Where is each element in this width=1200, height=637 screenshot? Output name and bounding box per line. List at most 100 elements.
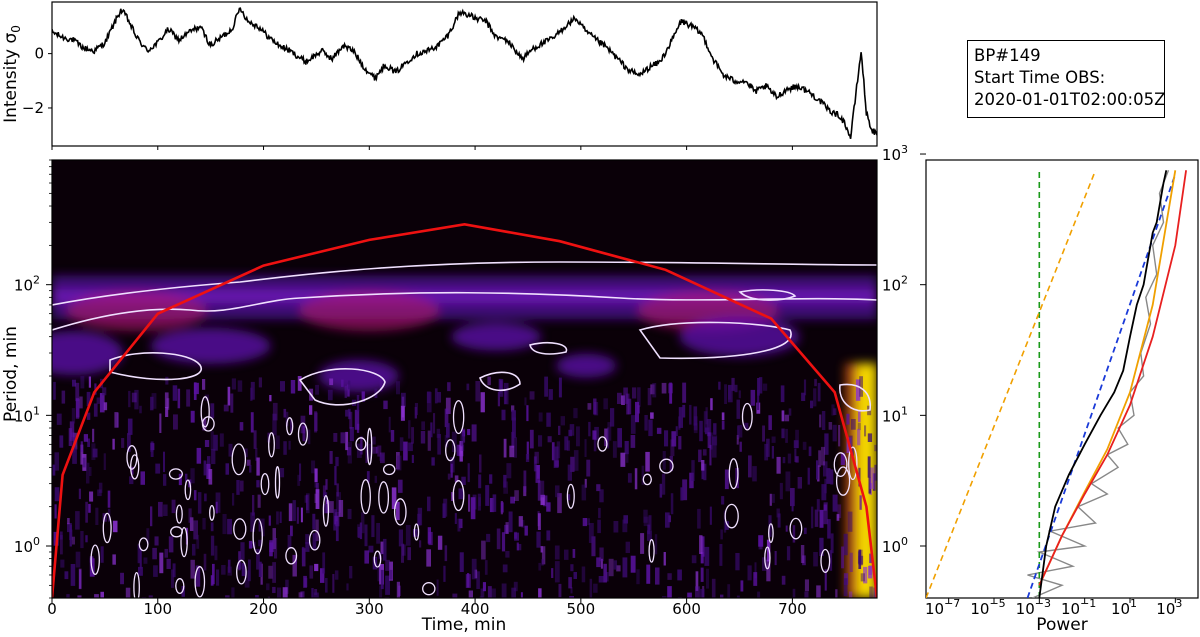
speckle: [476, 571, 480, 589]
significance-contour: [268, 432, 275, 458]
speckle: [821, 446, 825, 466]
speckle: [699, 535, 703, 554]
speckle: [269, 395, 272, 402]
speckle: [100, 393, 104, 413]
speckle: [523, 470, 527, 493]
speckle: [87, 438, 90, 447]
speckle: [241, 563, 246, 577]
speckle: [320, 568, 325, 583]
speckle: [693, 423, 698, 434]
speckle: [338, 500, 344, 517]
speckle: [94, 594, 99, 598]
cone-of-influence-line: [52, 222, 877, 598]
significance-contour: [194, 566, 206, 598]
speckle: [225, 463, 229, 475]
speckle: [86, 391, 91, 406]
speckle: [382, 538, 387, 561]
speckle: [225, 595, 230, 598]
speckle: [52, 464, 56, 476]
speckle: [277, 587, 282, 598]
speckle: [524, 525, 528, 536]
speckle: [228, 443, 233, 457]
speckle: [127, 418, 133, 435]
speckle: [427, 430, 431, 451]
speckle: [66, 594, 70, 598]
speckle: [315, 489, 320, 509]
speckle: [588, 523, 594, 543]
speckle: [535, 465, 540, 483]
speckle: [480, 588, 485, 598]
speckle: [792, 588, 796, 598]
speckle: [208, 469, 213, 485]
speckle: [569, 424, 575, 436]
speckle: [566, 440, 570, 451]
speckle: [114, 412, 119, 428]
speckle: [85, 501, 88, 523]
speckle: [297, 474, 301, 486]
speckle: [257, 494, 261, 508]
speckle: [396, 452, 400, 470]
speckle: [780, 385, 785, 403]
speckle: [112, 438, 115, 450]
speckle: [791, 496, 794, 512]
significance-contour: [180, 526, 188, 558]
speckle: [189, 517, 194, 531]
speckle: [669, 456, 673, 472]
speckle: [525, 454, 530, 462]
speckle: [570, 587, 573, 594]
speckle: [459, 552, 464, 572]
speckle: [709, 506, 712, 525]
speckle: [165, 407, 169, 417]
speckle: [486, 533, 491, 543]
speckle: [734, 384, 738, 393]
speckle: [554, 561, 560, 583]
speckle: [678, 407, 683, 428]
wavelet-ylabel: Period, min: [1, 326, 21, 422]
significance-contour: [252, 518, 263, 555]
significance-contour: [659, 458, 674, 474]
speckle: [753, 572, 758, 586]
speckle: [682, 479, 688, 501]
significance-contour: [297, 422, 308, 446]
speckle: [163, 504, 168, 516]
speckle: [431, 457, 435, 466]
speckle: [808, 446, 812, 457]
speckle: [782, 457, 786, 464]
speckle: [855, 379, 861, 401]
speckle: [379, 376, 383, 392]
significance-contour: [764, 546, 771, 570]
speckle: [492, 494, 497, 512]
speckle: [96, 397, 101, 404]
speckle: [374, 475, 377, 483]
speckle: [869, 553, 873, 564]
speckle: [659, 483, 663, 498]
speckle: [849, 435, 853, 449]
significance-contour: [109, 352, 203, 381]
speckle: [736, 399, 740, 419]
speckle: [214, 545, 218, 561]
speckle: [397, 455, 402, 471]
speckle: [244, 448, 248, 458]
speckle: [637, 387, 641, 407]
speckle: [832, 424, 837, 442]
significance-contour: [373, 550, 382, 568]
speckle: [215, 501, 218, 514]
speckle: [131, 392, 137, 403]
speckle: [560, 416, 565, 426]
speckle: [872, 473, 876, 491]
speckle: [787, 453, 792, 464]
significance-contour: [833, 452, 848, 478]
speckle: [819, 414, 822, 428]
spectrum-xtick-label: 10−5: [970, 597, 1005, 618]
speckle: [272, 562, 276, 583]
speckle: [480, 392, 485, 413]
speckle: [847, 511, 853, 532]
speckle: [520, 592, 523, 598]
significance-contour: [52, 261, 877, 306]
speckle: [103, 402, 108, 411]
speckle: [731, 377, 735, 391]
speckle: [54, 452, 59, 471]
speckle: [54, 504, 57, 519]
speckle: [107, 490, 111, 508]
speckle: [554, 460, 559, 467]
